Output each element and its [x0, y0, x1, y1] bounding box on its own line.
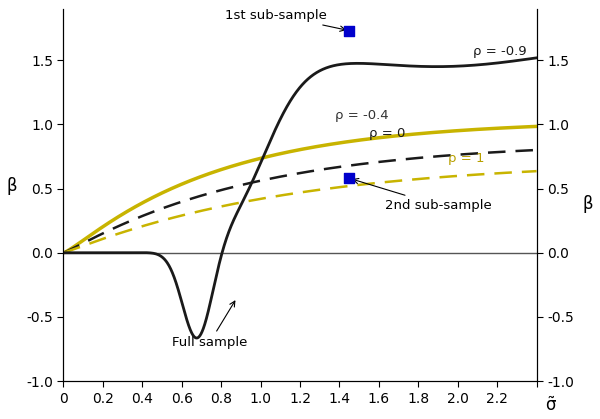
Text: Full sample: Full sample — [172, 301, 247, 349]
Text: ρ = 0: ρ = 0 — [369, 127, 406, 140]
Text: ρ = -0.4: ρ = -0.4 — [335, 109, 389, 122]
Text: 2nd sub-sample: 2nd sub-sample — [353, 178, 491, 212]
Point — [344, 175, 354, 182]
Text: ρ = 1: ρ = 1 — [448, 153, 484, 166]
X-axis label: σ̃: σ̃ — [545, 396, 556, 414]
Text: 1st sub-sample: 1st sub-sample — [226, 9, 346, 31]
Y-axis label: β: β — [583, 195, 593, 213]
Y-axis label: β: β — [7, 177, 17, 195]
Point — [344, 27, 354, 34]
Text: ρ = -0.9: ρ = -0.9 — [473, 45, 527, 58]
